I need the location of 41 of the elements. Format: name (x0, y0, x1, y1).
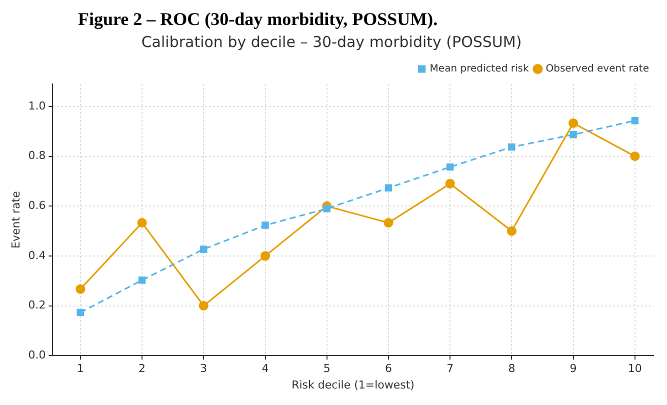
point (260, 251, 270, 261)
x-tick-label: 3 (200, 362, 208, 376)
legend-label: Mean predicted risk (430, 64, 529, 75)
x-tick-label: 1 (76, 362, 84, 376)
point (384, 218, 394, 228)
point (137, 218, 147, 228)
chart-title: Calibration by decile – 30-day morbidity (POSSUM) (141, 32, 522, 51)
x-axis-title: Risk decile (1=lowest) (292, 378, 414, 392)
point (323, 204, 330, 212)
y-axis-title: Event rate (9, 190, 22, 248)
y-tick-label: 0.8 (28, 149, 46, 162)
point (508, 143, 516, 151)
point (384, 184, 392, 192)
x-tick-label: 6 (384, 362, 392, 376)
y-tick-label: 1.0 (28, 99, 46, 112)
point (200, 246, 208, 253)
caption: Figure 2 – ROC (30-day morbidity, POSSUM). (77, 8, 439, 30)
x-tick-label: 5 (323, 362, 330, 376)
point (76, 308, 84, 316)
point (630, 151, 640, 162)
x-tick-label: 9 (570, 362, 577, 376)
point (445, 178, 455, 188)
point (506, 226, 516, 236)
x-tick-label: 10 (628, 362, 642, 376)
y-tick-label: 0.0 (28, 348, 46, 362)
x-tick-label: 8 (508, 362, 516, 376)
point (568, 118, 578, 128)
point (631, 117, 639, 124)
point (446, 163, 454, 171)
point (138, 276, 146, 284)
point (76, 284, 86, 294)
y-tick-label: 0.4 (28, 248, 46, 262)
point (570, 130, 577, 138)
y-tick-label: 0.2 (28, 298, 46, 312)
legend-label: Observed event rate (546, 64, 650, 75)
x-tick-label: 2 (138, 362, 146, 376)
point (262, 222, 269, 229)
x-tick-label: 4 (262, 362, 269, 376)
y-tick-label: 0.6 (28, 198, 46, 212)
x-tick-label: 7 (446, 362, 454, 376)
point (198, 300, 208, 311)
